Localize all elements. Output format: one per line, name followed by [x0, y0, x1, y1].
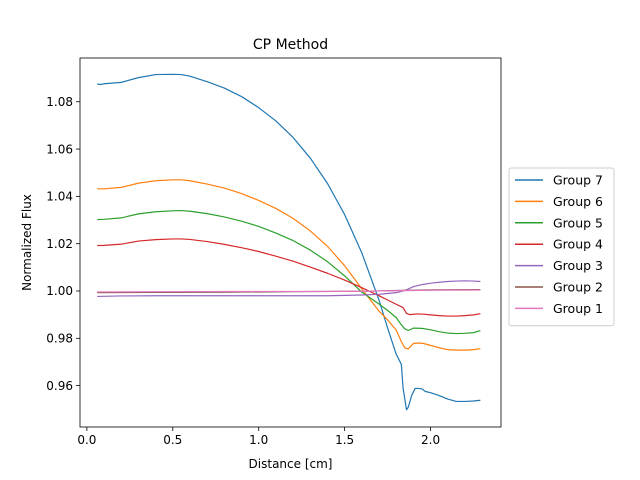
plot-frame	[79, 57, 502, 428]
legend-label: Group 5	[553, 215, 603, 230]
x-tick-label: 1.5	[335, 433, 354, 447]
x-axis-label: Distance [cm]	[249, 457, 333, 471]
legend: Group 7 Group 6 Group 5 Group 4 Group 3 Group…	[508, 167, 615, 327]
y-tick-label: 1.04	[46, 190, 73, 204]
legend-label: Group 1	[553, 301, 603, 316]
plot-area	[79, 57, 502, 428]
legend-label: Group 2	[553, 280, 603, 295]
y-tick-label: 1.08	[46, 95, 73, 109]
series-line-group-5	[97, 209, 481, 335]
x-axis: 0.0 0.5 1.0 1.5 2.0	[77, 427, 440, 447]
y-tick-label: 1.00	[46, 284, 73, 298]
legend-label: Group 7	[553, 173, 603, 188]
y-tick-label: 0.98	[46, 331, 73, 345]
series-layer	[97, 73, 481, 411]
legend-label: Group 4	[553, 237, 603, 252]
x-tick-label: 2.0	[421, 433, 440, 447]
series-line-group-7	[97, 73, 481, 411]
x-tick-label: 0.0	[77, 433, 96, 447]
legend-label: Group 3	[553, 258, 603, 273]
series-line-group-6	[97, 179, 481, 351]
x-tick-label: 1.0	[249, 433, 268, 447]
y-tick-label: 1.02	[46, 237, 73, 251]
legend-label: Group 6	[553, 194, 603, 209]
y-tick-label: 0.96	[46, 379, 73, 393]
chart-title: CP Method	[253, 37, 328, 53]
y-axis-label: Normalized Flux	[20, 194, 34, 291]
series-line-group-4	[97, 238, 481, 317]
x-tick-label: 0.5	[163, 433, 182, 447]
y-tick-label: 1.06	[46, 142, 73, 156]
series-line-group-3	[97, 280, 481, 298]
series-line-group-1	[97, 289, 481, 293]
y-axis: 0.96 0.98 1.00 1.02 1.04 1.06 1.08	[46, 95, 80, 393]
